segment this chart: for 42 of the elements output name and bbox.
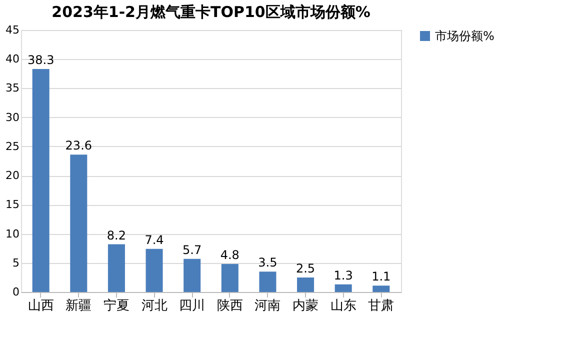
y-tick-label: 0 <box>12 286 20 298</box>
bar <box>372 286 390 292</box>
y-tick-label: 15 <box>6 198 20 212</box>
bar <box>334 284 352 292</box>
bar <box>184 258 201 292</box>
data-label: 23.6 <box>65 138 92 153</box>
y-tick-label: 35 <box>6 82 20 95</box>
x-tick-label: 四川 <box>179 298 206 314</box>
bar <box>32 69 50 292</box>
bar <box>70 154 88 292</box>
x-tick-label: 内蒙 <box>292 298 319 314</box>
x-tick-label: 山西 <box>28 298 54 314</box>
bar <box>221 264 238 292</box>
data-label: 5.7 <box>182 242 202 257</box>
data-label: 4.8 <box>220 248 240 262</box>
data-label: 1.3 <box>334 268 353 282</box>
bar <box>297 277 314 292</box>
data-label: 8.2 <box>106 228 126 242</box>
data-label: 7.4 <box>144 232 164 247</box>
y-tick-label: 25 <box>6 140 20 153</box>
y-tick-label: 45 <box>6 24 20 36</box>
bar <box>108 244 125 292</box>
data-label: 2.5 <box>296 261 316 276</box>
x-tick-label: 陕西 <box>216 298 243 314</box>
y-tick-label: 5 <box>12 256 20 270</box>
data-label: 38.3 <box>27 53 54 68</box>
y-tick-label: 30 <box>6 110 20 124</box>
x-tick-label: 宁夏 <box>103 298 130 314</box>
x-tick-label: 山东 <box>330 298 356 314</box>
x-tick-label: 甘肃 <box>368 298 394 314</box>
data-label: 3.5 <box>258 256 278 270</box>
x-tick-label: 河南 <box>254 298 281 314</box>
y-tick-label: 20 <box>6 169 20 182</box>
y-tick-label: 40 <box>6 52 20 66</box>
x-tick-label: 新疆 <box>66 298 92 314</box>
data-label: 1.1 <box>372 270 391 284</box>
x-tick-label: 河北 <box>141 298 168 314</box>
chart-title: 2023年1-2月燃气重卡TOP10区域市场份额% <box>52 3 370 21</box>
legend-label: 市场份额% <box>435 29 494 43</box>
bar <box>146 248 163 292</box>
y-tick-label: 10 <box>6 227 20 240</box>
bar <box>259 272 276 292</box>
